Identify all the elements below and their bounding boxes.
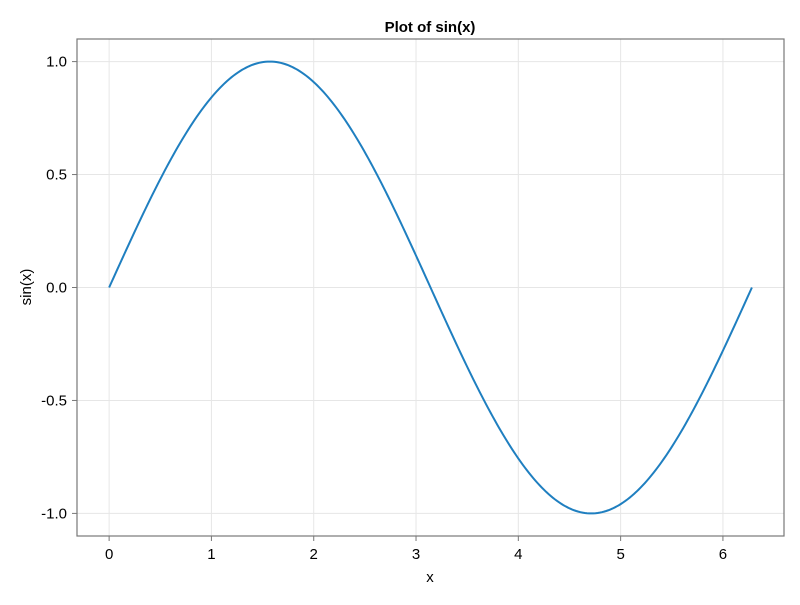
x-tick-label: 4 (514, 546, 522, 563)
chart-title: Plot of sin(x) (385, 19, 476, 36)
y-tick-label: -1.0 (41, 505, 67, 522)
plot-frame (76, 38, 785, 537)
grid (77, 39, 784, 536)
x-tick-label: 0 (105, 546, 113, 563)
x-tick-label: 2 (310, 546, 318, 563)
series-line-sin (108, 60, 753, 515)
x-tick-label: 3 (412, 546, 420, 563)
y-tick-label: -0.5 (41, 392, 67, 409)
y-axis-label: sin(x) (18, 269, 35, 306)
y-tick-label: 1.0 (46, 54, 67, 71)
y-tick-label: 0.0 (46, 280, 67, 297)
x-axis-label: x (426, 569, 434, 586)
x-tick-label: 5 (616, 546, 624, 563)
y-tick-label: 0.5 (46, 167, 67, 184)
x-tick-label: 1 (207, 546, 215, 563)
x-tick-label: 6 (719, 546, 727, 563)
ticks: 0 1 2 3 4 5 6 -1.0 -0.5 0.0 0.5 1.0 (41, 54, 727, 563)
